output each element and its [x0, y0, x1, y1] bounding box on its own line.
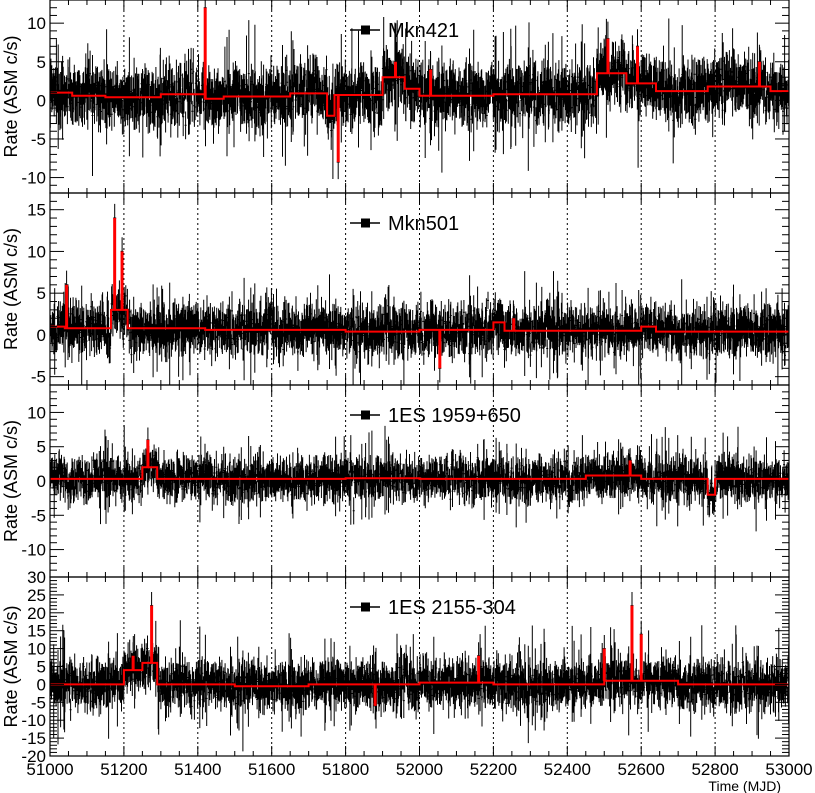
y-tick-label: -5	[31, 368, 46, 387]
y-tick-label: -5	[31, 506, 46, 525]
y-tick-label: 15	[27, 622, 46, 641]
y-axis-label: Rate (ASM c/s)	[1, 420, 21, 542]
x-tick-label: 51200	[100, 760, 147, 779]
panel-3: -10 -5 0 5 10 Rate (ASM c/s) 1ES 1959+650	[1, 384, 790, 578]
data-points	[50, 0, 789, 180]
y-tick-label: -15	[21, 729, 46, 748]
legend-label: 1ES 1959+650	[388, 405, 521, 427]
legend: Mkn501	[350, 213, 459, 235]
y-tick-label: -5	[31, 130, 46, 149]
data-points	[50, 425, 789, 532]
legend-label: Mkn501	[388, 213, 459, 235]
x-ticks	[49, 193, 790, 385]
x-tick-label: 53000	[765, 760, 812, 779]
data-points	[50, 592, 789, 752]
x-ticks	[49, 577, 790, 756]
legend: 1ES 1959+650	[350, 405, 521, 427]
y-axis-label: Rate (ASM c/s)	[1, 605, 21, 727]
y-tick-label: 15	[27, 201, 46, 220]
y-tick-label: -10	[21, 711, 46, 730]
legend-label: 1ES 2155-304	[388, 597, 516, 619]
data-points	[50, 203, 789, 385]
y-tick-label: 10	[27, 242, 46, 261]
y-axis-label: Rate (ASM c/s)	[1, 228, 21, 350]
x-axis-label: Time (MJD)	[708, 778, 781, 793]
legend: 1ES 2155-304	[350, 597, 516, 619]
x-tick-label: 52000	[396, 760, 443, 779]
y-axis-label: Rate (ASM c/s)	[1, 35, 21, 157]
x-tick-label: 52600	[618, 760, 665, 779]
y-tick-label: -10	[21, 169, 46, 188]
y-tick-label: 5	[37, 53, 46, 72]
block-step-line	[50, 308, 789, 333]
y-tick-label: 5	[37, 284, 46, 303]
y-tick-label: -10	[21, 541, 46, 560]
x-tick-label: 51400	[174, 760, 221, 779]
y-tick-label: 0	[37, 472, 46, 491]
legend-marker	[361, 218, 370, 228]
panel-2: -5 0 5 10 15 Rate (ASM c/s) Mkn501	[1, 192, 790, 387]
y-tick-label: 10	[27, 640, 46, 659]
x-ticks	[49, 0, 790, 193]
block-step-line	[50, 661, 789, 688]
y-tick-label: 30	[27, 568, 46, 587]
legend-label: Mkn421	[388, 20, 459, 42]
y-tick-label: 25	[27, 586, 46, 605]
y-tick-label: 5	[37, 658, 46, 677]
y-tick-label: -20	[21, 747, 46, 766]
legend-marker	[361, 25, 370, 35]
x-tick-label: 52200	[470, 760, 517, 779]
x-ticks	[49, 385, 790, 577]
y-tick-label: 10	[27, 403, 46, 422]
legend-marker	[361, 602, 370, 612]
x-tick-label: 52800	[691, 760, 738, 779]
panel-1: -10 -5 0 5 10 Rate (ASM c/s) Mkn421	[1, 0, 790, 194]
x-axis: 51000 51200 51400 51600 51800 52000 52200 52400…	[26, 760, 812, 779]
x-tick-label: 52400	[544, 760, 591, 779]
legend-marker	[361, 410, 370, 420]
x-tick-label: 51800	[322, 760, 369, 779]
block-step-line	[50, 466, 789, 496]
y-tick-label: -5	[31, 693, 46, 712]
x-tick-label: 51000	[26, 760, 73, 779]
y-axis: -10 -5 0 5 10	[21, 0, 789, 194]
legend: Mkn421	[350, 20, 459, 42]
y-tick-label: 0	[37, 675, 46, 694]
y-tick-label: 20	[27, 604, 46, 623]
y-tick-label: 0	[37, 91, 46, 110]
y-tick-label: 10	[27, 14, 46, 33]
y-tick-label: 5	[37, 438, 46, 457]
block-step-line	[50, 72, 789, 117]
y-axis: -10 -5 0 5 10	[21, 384, 789, 578]
x-tick-label: 51600	[248, 760, 295, 779]
y-tick-label: 0	[37, 326, 46, 345]
